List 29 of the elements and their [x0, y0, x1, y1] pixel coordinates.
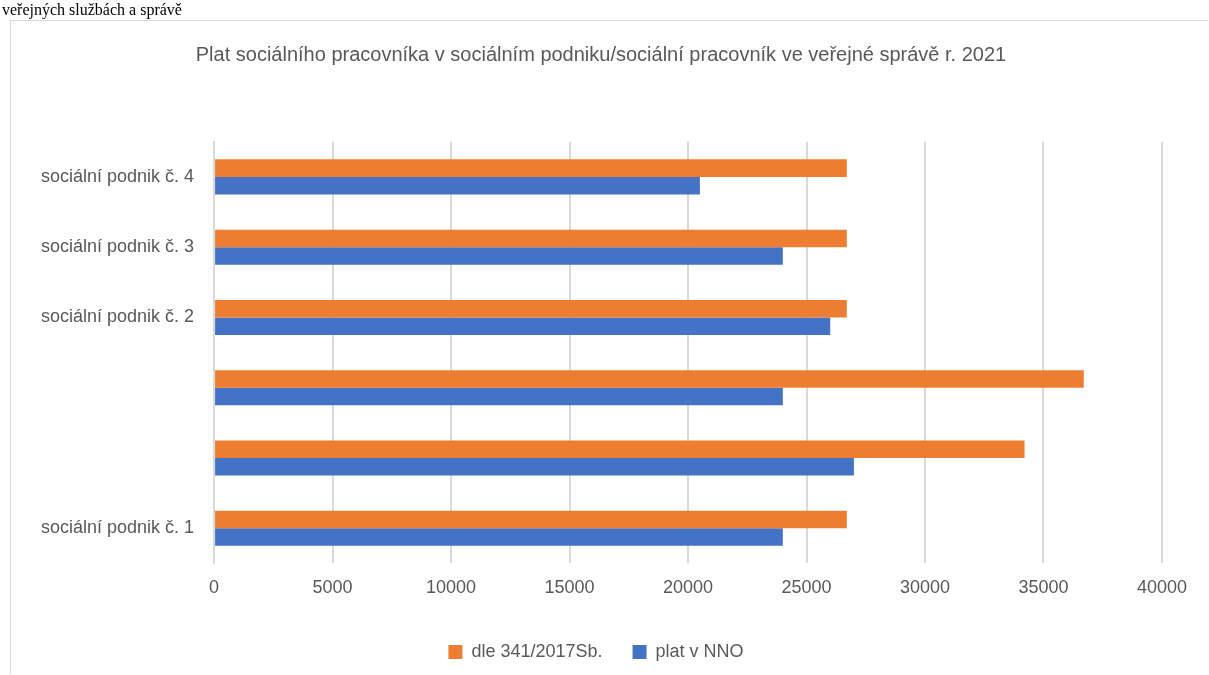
x-tick-label: 30000 — [899, 577, 951, 598]
x-tick-label: 25000 — [781, 577, 832, 598]
bar — [215, 440, 1025, 458]
text: veřejných službách a správě — [1, 0, 183, 20]
x-tick-label: 40000 — [1136, 577, 1187, 598]
x-tick-label: 10000 — [426, 577, 477, 598]
x-tick-label: 0 — [209, 577, 220, 598]
x-tick-label: 20000 — [663, 577, 714, 598]
bar — [215, 528, 783, 546]
bar — [215, 247, 783, 265]
bar — [215, 299, 847, 318]
y-tick-label: sociální podnik č. 2 — [40, 306, 195, 327]
chart-title: Plat sociálního pracovníka v sociálním podniku/sociální pracovník ve veřejné správě r. 2021 — [194, 42, 1008, 67]
bar — [215, 229, 847, 248]
y-tick-label: sociální podnik č. 3 — [40, 236, 195, 257]
bar — [215, 176, 700, 195]
x-tick-label: 35000 — [1018, 577, 1069, 598]
x-tick-label: 5000 — [312, 577, 353, 598]
bar — [215, 317, 831, 336]
x-tick-label: 15000 — [544, 577, 595, 598]
y-tick-label: sociální podnik č. 1 — [40, 517, 195, 538]
legend-label: dle 341/2017Sb. — [471, 640, 603, 661]
y-tick-label: sociální podnik č. 4 — [40, 165, 195, 186]
bar — [215, 510, 847, 529]
bar — [215, 370, 1084, 388]
bar — [215, 458, 854, 476]
bar — [215, 387, 783, 406]
bar — [215, 159, 847, 177]
legend-label: plat v NNO — [655, 640, 744, 661]
